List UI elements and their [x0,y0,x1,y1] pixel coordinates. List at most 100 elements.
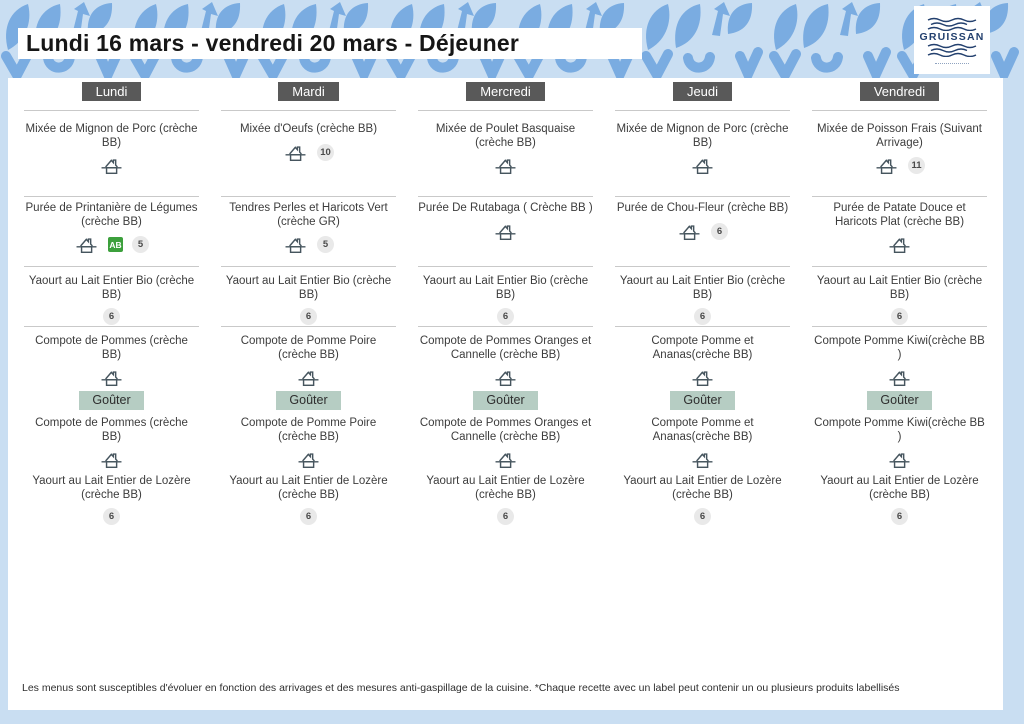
allergen-badge: 6 [891,308,908,325]
fait-maison-icon [74,235,99,254]
logo-waves-bottom-icon [927,43,977,57]
dish-text: Yaourt au Lait Entier de Lozère (crèche … [820,475,979,501]
fait-maison-icon [887,450,912,469]
gouter-item-yaourt: Yaourt au Lait Entier de Lozère (crèche … [812,473,987,533]
dish-text: Mixée de Poulet Basquaise (crèche BB) [435,123,576,149]
fait-maison-icon [283,143,308,162]
dish-text: Compote Pomme et Ananas(crèche BB) [651,417,754,443]
dish-text: Yaourt au Lait Entier de Lozère (crèche … [426,475,585,501]
allergen-badge: 6 [497,308,514,325]
logo-name: GRUISSAN [919,30,985,43]
dish-text: Compote de Pomme Poire (crèche BB) [240,417,377,443]
page-title: Lundi 16 mars - vendredi 20 mars - Déjeu… [18,28,642,59]
menu-item-vegetable: Purée de Chou-Fleur (crèche BB) 6 [615,196,790,266]
day-column-lundi: Lundi Mixée de Mignon de Porc (crèche BB… [18,78,205,533]
menu-item-dairy: Yaourt au Lait Entier Bio (crèche BB) 6 [24,266,199,326]
dish-text: Yaourt au Lait Entier Bio (crèche BB) [422,275,589,301]
menu-item-dairy: Yaourt au Lait Entier Bio (crèche BB) 6 [812,266,987,326]
fait-maison-icon [296,368,321,387]
dish-text: Compote de Pomme Poire (crèche BB) [240,335,377,361]
fait-maison-icon [99,156,124,175]
dish-text: Compote Pomme et Ananas(crèche BB) [651,335,754,361]
dish-text: Tendres Perles et Haricots Vert (crèche … [229,202,388,228]
menu-item-dessert: Compote Pomme Kiwi(crèche BB ) [812,326,987,391]
day-tab-jeudi: Jeudi [672,82,733,101]
menu-item-vegetable: Purée De Rutabaga ( Crèche BB ) [418,196,593,266]
allergen-badge: 5 [317,236,334,253]
menu-item-dairy: Yaourt au Lait Entier Bio (crèche BB) 6 [418,266,593,326]
logo-tagline [935,62,969,64]
day-column-jeudi: Jeudi Mixée de Mignon de Porc (crèche BB… [609,78,796,533]
dish-text: Compote de Pommes (crèche BB) [35,417,188,443]
menu-item-main: Mixée de Poisson Frais (Suivant Arrivage… [812,110,987,196]
gouter-item-yaourt: Yaourt au Lait Entier de Lozère (crèche … [615,473,790,533]
menu-item-vegetable: Purée de Printanière de Légumes (crèche … [24,196,199,266]
allergen-badge: 6 [497,508,514,525]
allergen-badge: 6 [711,222,728,240]
day-tab-vendredi: Vendredi [859,82,940,101]
menu-item-dessert: Compote Pomme et Ananas(crèche BB) [615,326,790,391]
dish-text: Purée de Patate Douce et Haricots Plat (… [833,202,966,228]
fait-maison-icon [493,368,518,387]
allergen-badge: 6 [103,508,120,525]
dish-text: Yaourt au Lait Entier de Lozère (crèche … [229,475,388,501]
fait-maison-icon [690,450,715,469]
day-tab-mardi: Mardi [278,82,339,101]
allergen-badge: 6 [103,308,120,325]
dish-text: Purée de Chou-Fleur (crèche BB) [616,202,789,214]
dish-text: Yaourt au Lait Entier de Lozère (crèche … [623,475,782,501]
dish-text: Compote Pomme Kiwi(crèche BB ) [814,335,985,361]
fait-maison-icon [493,450,518,469]
fait-maison-icon [690,156,715,175]
gouter-label: Goûter [473,391,538,410]
fait-maison-icon [874,156,899,175]
fait-maison-icon [887,235,912,254]
dish-text: Mixée d'Oeufs (crèche BB) [239,123,378,135]
menu-sheet: Lundi Mixée de Mignon de Porc (crèche BB… [8,78,1003,710]
menu-item-main: Mixée de Mignon de Porc (crèche BB) [615,110,790,196]
menu-item-dessert: Compote de Pommes Oranges et Cannelle (c… [418,326,593,391]
dish-text: Compote de Pommes Oranges et Cannelle (c… [419,417,592,443]
day-column-mercredi: Mercredi Mixée de Poulet Basquaise (crèc… [412,78,599,533]
menu-item-main: Mixée de Mignon de Porc (crèche BB) [24,110,199,196]
fait-maison-icon [283,235,308,254]
dish-text: Yaourt au Lait Entier Bio (crèche BB) [816,275,983,301]
allergen-badge: 5 [132,236,149,253]
allergen-badge: 6 [300,508,317,525]
allergen-badge: 6 [300,308,317,325]
menu-item-vegetable: Purée de Patate Douce et Haricots Plat (… [812,196,987,266]
menu-grid: Lundi Mixée de Mignon de Porc (crèche BB… [8,78,1003,710]
day-tab-lundi: Lundi [81,82,142,101]
day-tab-mercredi: Mercredi [466,82,545,101]
dish-text: Yaourt au Lait Entier Bio (crèche BB) [619,275,786,301]
dish-text: Mixée de Poisson Frais (Suivant Arrivage… [817,123,982,149]
menu-item-main: Mixée de Poulet Basquaise (crèche BB) [418,110,593,196]
allergen-badge: 6 [891,508,908,525]
fait-maison-icon [690,368,715,387]
menu-item-dairy: Yaourt au Lait Entier Bio (crèche BB) 6 [221,266,396,326]
dish-text: Compote de Pommes Oranges et Cannelle (c… [419,335,592,361]
ab-bio-icon: AB [108,237,123,252]
gouter-item-yaourt: Yaourt au Lait Entier de Lozère (crèche … [221,473,396,533]
day-column-vendredi: Vendredi Mixée de Poisson Frais (Suivant… [806,78,993,533]
fait-maison-icon [99,368,124,387]
fait-maison-icon [493,156,518,175]
allergen-badge: 11 [908,157,925,174]
day-column-mardi: Mardi Mixée d'Oeufs (crèche BB) 10 Tendr… [215,78,402,533]
footer-disclaimer: Les menus sont susceptibles d'évoluer en… [22,682,900,694]
gouter-item-compote: Compote de Pommes Oranges et Cannelle (c… [418,415,593,473]
allergen-badge: 6 [694,308,711,325]
gouter-item-compote: Compote de Pommes (crèche BB) [24,415,199,473]
allergen-badge: 6 [694,508,711,525]
gruissan-logo: GRUISSAN [914,6,990,74]
menu-item-vegetable: Tendres Perles et Haricots Vert (crèche … [221,196,396,266]
dish-text: Yaourt au Lait Entier Bio (crèche BB) [225,275,392,301]
dish-text: Compote de Pommes (crèche BB) [35,335,188,361]
menu-item-dairy: Yaourt au Lait Entier Bio (crèche BB) 6 [615,266,790,326]
gouter-label: Goûter [670,391,735,410]
fait-maison-icon [296,450,321,469]
dish-text: Yaourt au Lait Entier de Lozère (crèche … [32,475,191,501]
allergen-badge: 10 [317,143,334,161]
logo-waves-top-icon [927,17,977,31]
fait-maison-icon [677,222,702,241]
